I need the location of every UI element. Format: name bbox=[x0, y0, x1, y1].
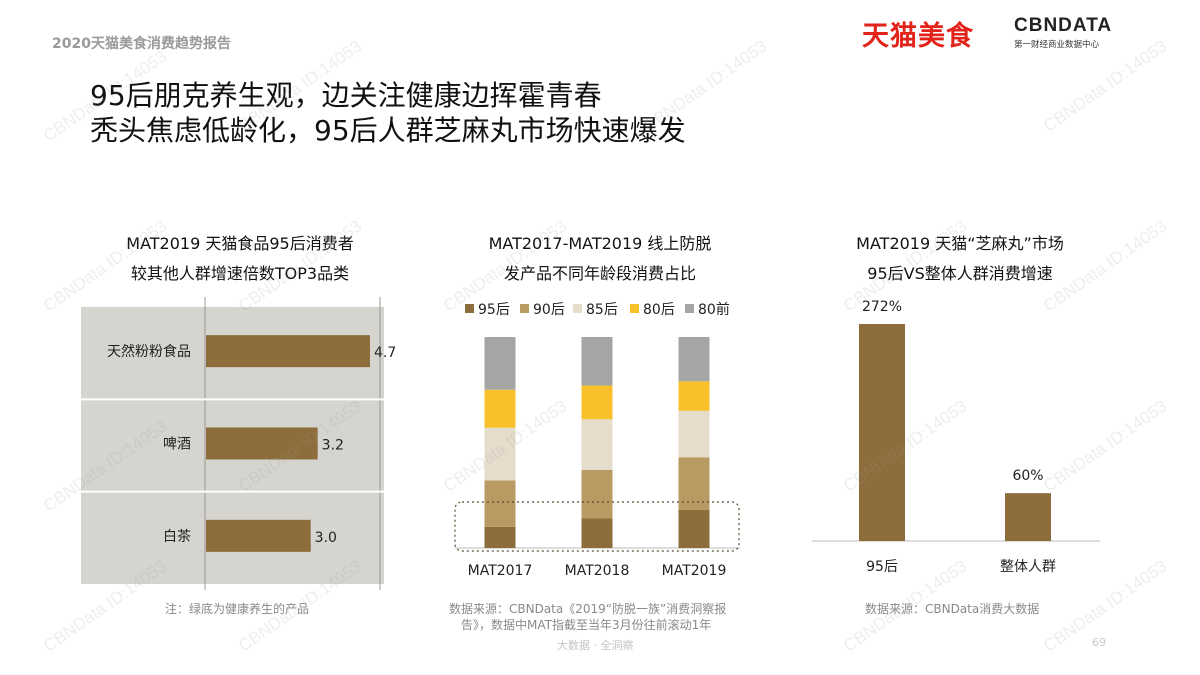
footer-slogan: 大数据 · 全洞察 bbox=[557, 639, 634, 652]
bar bbox=[206, 519, 311, 552]
category-label: 啤酒 bbox=[163, 437, 191, 453]
bar-segment bbox=[581, 419, 613, 470]
bar-segment bbox=[678, 337, 710, 382]
headline-line-2: 秃头焦虑低龄化，95后人群芝麻丸市场快速爆发 bbox=[90, 114, 686, 147]
legend-label: 90后 bbox=[533, 302, 565, 318]
bar-segment bbox=[484, 337, 516, 390]
middle-chart-title: MAT2017-MAT2019 线上防脱 发产品不同年龄段消费占比 bbox=[440, 229, 760, 289]
legend-label: 80前 bbox=[698, 301, 730, 318]
data-label: 272% bbox=[862, 299, 902, 315]
bar-segment bbox=[678, 381, 710, 411]
tmall-food-logo: 天猫美食 bbox=[862, 21, 974, 52]
legend-label: 95后 bbox=[478, 302, 510, 318]
headline-line-1: 95后朋克养生观，边关注健康边挥霍青春 bbox=[90, 79, 602, 112]
data-label: 3.0 bbox=[315, 530, 337, 546]
right-bar-chart: 272% 95后 60% 整体人群 bbox=[812, 299, 1100, 575]
left-bar-chart: 天然粉粉食品 4.7 啤酒 3.2 白茶 3.0 bbox=[81, 297, 396, 590]
middle-chart-title-line-2: 发产品不同年龄段消费占比 bbox=[503, 264, 696, 283]
right-chart-source: 数据来源：CBNData消费大数据 bbox=[865, 602, 1040, 616]
left-chart-note: 注：绿底为健康养生的产品 bbox=[165, 602, 310, 616]
category-label: MAT2019 bbox=[662, 563, 727, 579]
left-chart-title-line-1: MAT2019 天猫食品95后消费者 bbox=[126, 234, 354, 253]
data-label: 3.2 bbox=[322, 438, 344, 454]
middle-chart-source-line-1: 数据来源：CBNData《2019“防脱一族”消费洞察报 bbox=[449, 602, 727, 616]
cbndata-logo-subtitle: 第一财经商业数据中心 bbox=[1014, 40, 1100, 50]
legend-swatch bbox=[685, 304, 694, 313]
bar-segment bbox=[581, 469, 613, 519]
bar-segment bbox=[484, 389, 516, 428]
middle-chart-source: 数据来源：CBNData《2019“防脱一族”消费洞察报 告》，数据中MAT指截… bbox=[449, 601, 769, 633]
bar-segment bbox=[678, 457, 710, 511]
cbndata-logo-text: CBNDATA bbox=[1014, 15, 1113, 36]
data-label: 60% bbox=[1012, 468, 1043, 484]
category-label: 白茶 bbox=[163, 529, 191, 545]
bar bbox=[206, 427, 318, 460]
category-label: 95后 bbox=[866, 559, 898, 575]
report-title: 2020天猫美食消费趋势报告 bbox=[52, 36, 231, 52]
middle-chart-title-line-1: MAT2017-MAT2019 线上防脱 bbox=[488, 234, 712, 253]
bar-segment bbox=[484, 526, 516, 548]
right-chart-title-line-1: MAT2019 天猫“芝麻丸”市场 bbox=[856, 234, 1064, 253]
page-number: 69 bbox=[1092, 636, 1106, 649]
legend-label: 80后 bbox=[643, 302, 675, 318]
bar bbox=[859, 324, 905, 541]
bar-segment bbox=[484, 480, 516, 527]
stacked-bar-chart: 95后 90后 85后 80后 80前 MAT2017 MAT2018 MAT2019 bbox=[454, 301, 740, 579]
legend-swatch bbox=[573, 304, 582, 313]
legend-swatch bbox=[465, 304, 474, 313]
bar-segment bbox=[581, 385, 613, 420]
category-label: MAT2017 bbox=[468, 563, 533, 579]
bar-segment bbox=[678, 510, 710, 548]
data-label: 4.7 bbox=[374, 345, 396, 361]
legend-label: 85后 bbox=[586, 302, 618, 318]
left-chart-title-line-2: 较其他人群增速倍数TOP3品类 bbox=[130, 264, 350, 283]
middle-chart-source-line-2: 告》，数据中MAT指截至当年3月份往前滚动1年 bbox=[461, 618, 712, 632]
highlight-box bbox=[454, 501, 740, 552]
right-chart-title: MAT2019 天猫“芝麻丸”市场 95后VS整体人群消费增速 bbox=[800, 229, 1120, 289]
right-chart-title-line-2: 95后VS整体人群消费增速 bbox=[867, 264, 1053, 283]
bar-segment bbox=[484, 427, 516, 481]
bar-segment bbox=[581, 518, 613, 548]
legend-swatch bbox=[630, 304, 639, 313]
bar-segment bbox=[678, 410, 710, 458]
bar-segment bbox=[581, 337, 613, 386]
bar bbox=[206, 335, 370, 368]
left-chart-title: MAT2019 天猫食品95后消费者 较其他人群增速倍数TOP3品类 bbox=[80, 229, 400, 289]
legend-swatch bbox=[520, 304, 529, 313]
bar bbox=[1005, 493, 1051, 541]
cbndata-logo: CBNDATA 第一财经商业数据中心 bbox=[1014, 15, 1124, 50]
category-label: MAT2018 bbox=[565, 563, 630, 579]
category-label: 天然粉粉食品 bbox=[107, 343, 191, 360]
category-label: 整体人群 bbox=[1000, 559, 1056, 575]
